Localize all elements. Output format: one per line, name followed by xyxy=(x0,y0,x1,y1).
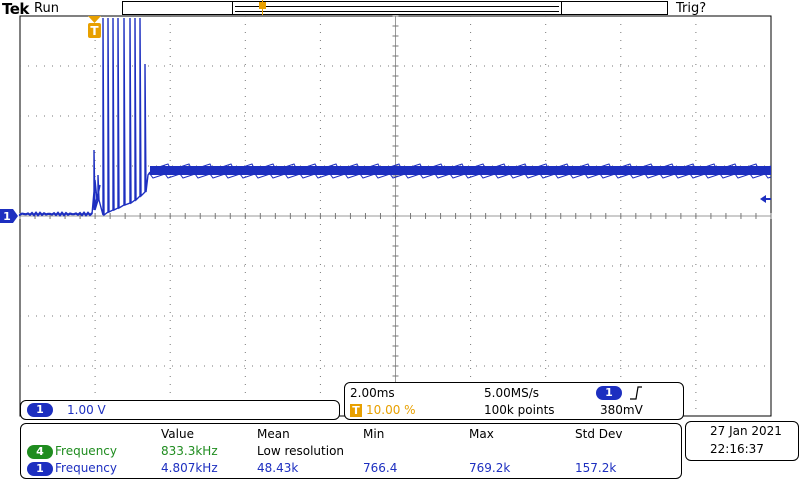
channel1-badge: 1 xyxy=(27,403,53,417)
meas-max: 769.2k xyxy=(469,461,511,475)
meas-value: 4.807kHz xyxy=(161,461,218,475)
meas-std-dev: 157.2k xyxy=(575,461,617,475)
channel1-scale: 1.00 V xyxy=(67,403,106,417)
meas-header-value: Value xyxy=(161,427,194,441)
sample-rate: 5.00MS/s xyxy=(484,386,539,400)
channel1-ground-marker-icon[interactable]: 1 xyxy=(0,209,18,223)
trigger-position: 10.00 % xyxy=(366,403,416,417)
record-length: 100k points xyxy=(484,403,555,417)
trigger-position-marker-icon: T xyxy=(88,16,101,38)
time-per-div: 2.00ms xyxy=(350,386,395,400)
trigger-badge: T xyxy=(350,404,362,417)
time: 22:16:37 xyxy=(710,442,764,456)
meas-name: Frequency xyxy=(55,461,117,475)
meas-min: 766.4 xyxy=(363,461,398,475)
date: 27 Jan 2021 xyxy=(710,424,782,438)
rising-edge-icon xyxy=(630,386,642,400)
record-view-window xyxy=(232,1,562,15)
meas-name: Frequency xyxy=(55,444,117,458)
meas-header-std-dev: Std Dev xyxy=(575,427,623,441)
channel1-scale-readout[interactable]: 1 1.00 V xyxy=(20,400,340,420)
channel1-marker-label: 1 xyxy=(3,210,11,223)
trigger-marker-label: T xyxy=(90,24,99,38)
trigger-level-marker-icon[interactable] xyxy=(760,195,771,203)
channel1-waveform xyxy=(18,17,772,217)
channel1-badge: 1 xyxy=(27,462,53,476)
trigger-status: Trig? xyxy=(676,1,707,16)
measurements-panel: Value Mean Min Max Std Dev 4 Frequency 8… xyxy=(20,423,682,479)
record-trigger-marker-icon xyxy=(259,0,266,15)
trigger-level: 380mV xyxy=(600,403,643,417)
run-status: Run xyxy=(34,1,59,16)
timebase-readout[interactable]: 2.00ms 5.00MS/s 1 T 10.00 % 100k points … xyxy=(344,382,684,420)
meas-header-mean: Mean xyxy=(257,427,290,441)
meas-mean: Low resolution xyxy=(257,444,345,458)
meas-header-max: Max xyxy=(469,427,494,441)
brand-logo: Tek xyxy=(2,0,29,18)
channel4-badge: 4 xyxy=(27,445,53,459)
datetime-panel: 27 Jan 2021 22:16:37 xyxy=(685,421,799,461)
trigger-source-badge: 1 xyxy=(596,386,622,400)
meas-value: 833.3kHz xyxy=(161,444,218,458)
graticule xyxy=(19,15,772,417)
meas-mean: 48.43k xyxy=(257,461,299,475)
meas-header-min: Min xyxy=(363,427,385,441)
